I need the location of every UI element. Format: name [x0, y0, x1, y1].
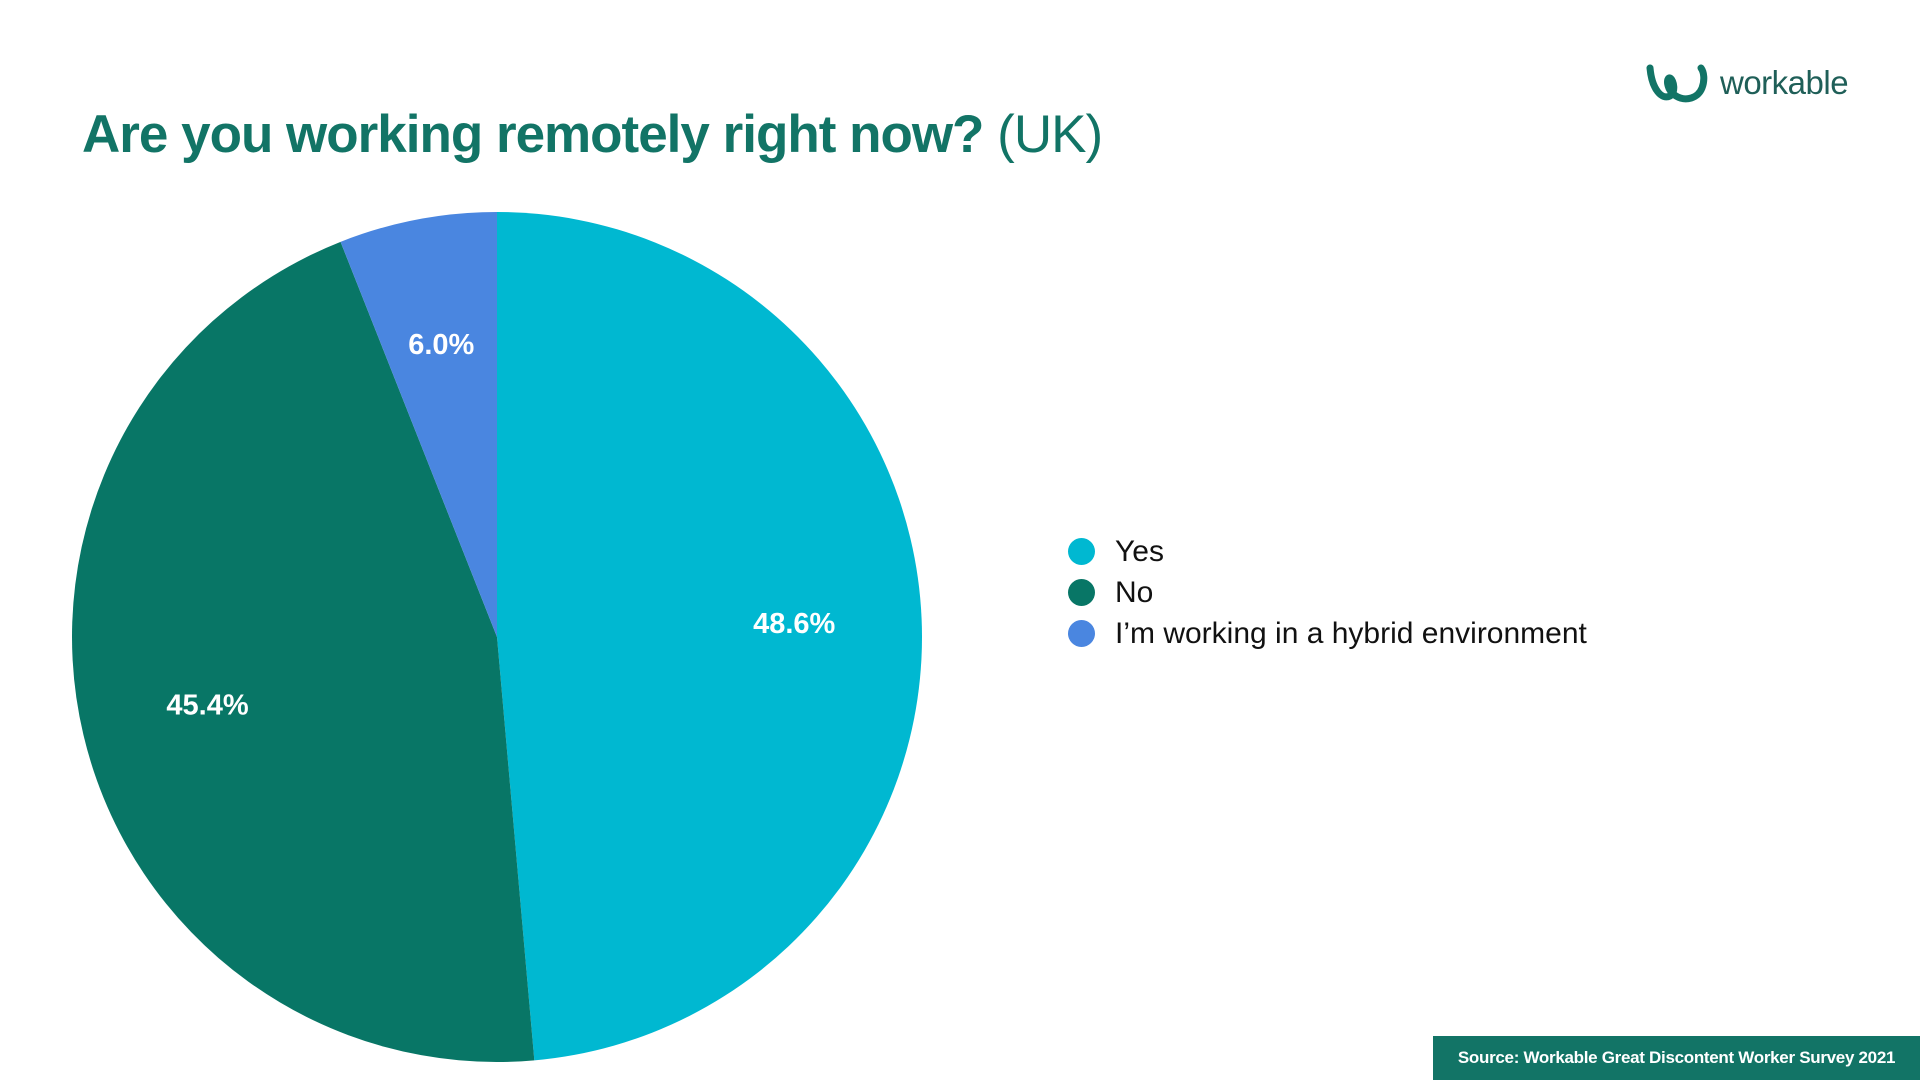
workable-logo-icon [1646, 64, 1708, 103]
legend-swatch [1068, 538, 1095, 565]
legend-label: Yes [1115, 534, 1164, 568]
pie-label-i-m-working-in-a-hybrid-environment: 6.0% [408, 329, 474, 361]
source-note: Source: Workable Great Discontent Worker… [1433, 1036, 1920, 1080]
pie-slice-no [71, 241, 535, 1063]
pie-slice-yes [497, 212, 923, 1061]
logo-wordmark: workable [1720, 64, 1849, 101]
legend-item-yes: Yes [1068, 531, 1587, 572]
workable-logo: workable [1644, 60, 1849, 106]
pie-slice-i-m-working-in-a-hybrid-environment [340, 212, 497, 637]
legend-item-i-m-working-in-a-hybrid-environment: I’m working in a hybrid environment [1068, 613, 1587, 654]
pie-label-yes: 48.6% [753, 608, 835, 640]
legend: Yes No I’m working in a hybrid environment [1068, 531, 1587, 654]
pie-label-no: 45.4% [166, 690, 248, 722]
chart-title-region: (UK) [997, 105, 1103, 164]
legend-swatch [1068, 579, 1095, 606]
chart-title-main: Are you working remotely right now? [82, 105, 984, 164]
chart-title: Are you working remotely right now? (UK) [82, 104, 1103, 165]
legend-label: I’m working in a hybrid environment [1115, 616, 1587, 650]
legend-item-no: No [1068, 572, 1587, 613]
pie-slices [71, 212, 923, 1063]
legend-label: No [1115, 575, 1154, 609]
pie-labels: 48.6% 45.4% 6.0% [166, 329, 835, 722]
legend-swatch [1068, 620, 1095, 647]
